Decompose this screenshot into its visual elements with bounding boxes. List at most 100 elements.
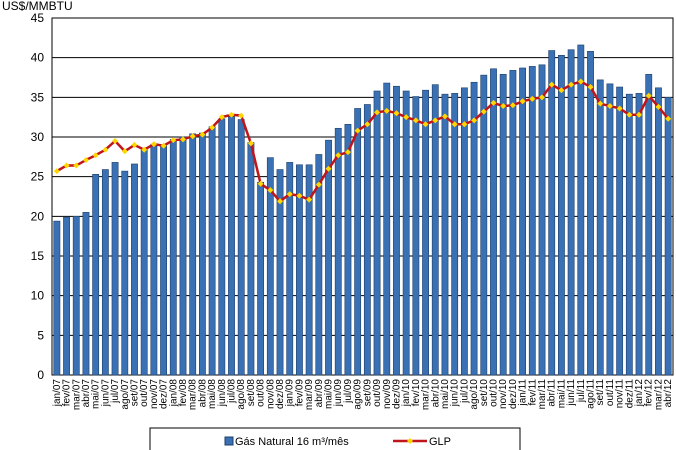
line [56, 80, 670, 203]
bar [257, 181, 265, 376]
y-tick-label: 45 [31, 11, 45, 25]
bar [451, 93, 459, 376]
x-tick-label: fev/08 [178, 379, 189, 407]
bar [587, 51, 594, 376]
x-tick-label: mar/09 [304, 379, 315, 411]
bar [150, 143, 158, 376]
x-tick-label: jun/09 [333, 379, 344, 408]
marker [645, 92, 652, 99]
legend-label: Gás Natural 16 m³/mês [235, 436, 349, 448]
bar [266, 157, 274, 376]
marker [665, 115, 672, 122]
bar [509, 70, 517, 376]
x-tick-label: nov/08 [265, 379, 276, 409]
bar [344, 124, 352, 376]
marker [422, 121, 429, 128]
x-tick-label: mai/11 [556, 379, 567, 409]
marker [344, 149, 351, 156]
x-tick-label: set/07 [129, 379, 140, 407]
marker [393, 110, 400, 117]
bar [480, 74, 488, 376]
y-tick-label: 35 [31, 90, 45, 104]
x-tick-label: abr/07 [81, 379, 92, 408]
unit-label: US$/MMBTU [2, 0, 73, 13]
bar [548, 50, 556, 376]
x-tick-label: fev/11 [527, 379, 538, 406]
bar [519, 67, 527, 376]
x-tick-label: set/08 [246, 379, 257, 407]
bar [490, 68, 497, 376]
bar [577, 44, 585, 376]
marker [568, 81, 575, 88]
bar [101, 169, 109, 376]
marker [626, 111, 633, 118]
marker [209, 124, 216, 131]
x-tick-label: fev/10 [411, 379, 422, 407]
x-tick-label: ago/07 [120, 379, 131, 410]
x-tick-label: nov/10 [498, 379, 509, 409]
bar [383, 82, 391, 376]
bar [296, 164, 303, 376]
marker [150, 141, 157, 148]
bar [635, 93, 643, 376]
marker [383, 107, 390, 114]
y-tick-label: 40 [31, 51, 45, 65]
marker [82, 157, 89, 164]
bar [218, 118, 226, 376]
bar [72, 216, 80, 376]
x-tick-label: nov/11 [615, 379, 626, 409]
x-tick-label: jan/08 [168, 379, 179, 408]
marker [102, 146, 109, 153]
marker [112, 137, 119, 144]
bar [441, 93, 449, 376]
marker [364, 121, 371, 128]
marker [597, 100, 604, 107]
marker [63, 162, 70, 169]
bar [422, 89, 429, 376]
y-tick-label: 10 [31, 289, 45, 303]
bar [499, 74, 507, 376]
marker [73, 162, 80, 169]
x-tick-label: ago/11 [586, 379, 597, 409]
marker [170, 137, 177, 144]
bar [208, 126, 216, 376]
bar [247, 142, 255, 376]
bar [189, 133, 197, 376]
marker [53, 168, 60, 175]
x-tick-label: abr/11 [547, 379, 558, 407]
bar [363, 104, 371, 376]
bar [664, 97, 672, 376]
bar [286, 162, 294, 376]
x-tick-label: dez/10 [508, 379, 519, 409]
bar [645, 74, 653, 376]
x-tick-label: nov/07 [149, 379, 160, 409]
marker [131, 141, 138, 148]
bar [373, 90, 381, 376]
marker [286, 191, 293, 198]
x-tick-label: jan/10 [401, 379, 412, 408]
marker [257, 180, 264, 187]
legend-swatch [224, 436, 234, 446]
x-tick-label: abr/08 [197, 379, 208, 408]
x-tick-label: ago/08 [236, 379, 247, 410]
bar [334, 127, 342, 376]
marker [92, 152, 99, 159]
marker [412, 117, 419, 124]
marker [490, 99, 497, 106]
x-tick-label: jul/07 [110, 379, 121, 404]
marker [616, 105, 623, 112]
legend-box [149, 427, 521, 450]
bar [82, 212, 90, 376]
bar [402, 90, 410, 376]
x-tick-label: jul/08 [227, 379, 238, 404]
x-tick-label: mai/10 [440, 379, 451, 409]
x-tick-label: abr/09 [314, 379, 325, 408]
marker [325, 165, 332, 172]
bar [305, 164, 313, 376]
marker [218, 114, 225, 121]
x-tick-label: jul/09 [343, 379, 354, 404]
legend-label: GLP [429, 436, 451, 448]
x-tick-label: abr/10 [430, 379, 441, 408]
x-tick-label: set/10 [479, 379, 490, 407]
x-tick-label: fev/12 [644, 379, 655, 407]
